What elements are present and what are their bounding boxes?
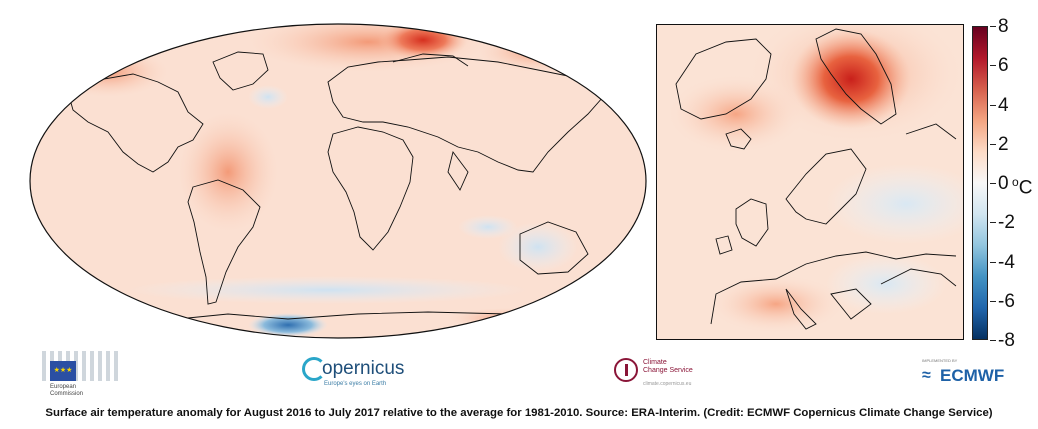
colorbar-tick-mark xyxy=(990,300,996,302)
europe-anomaly-map xyxy=(656,24,964,340)
c3s-logo: Climate Change Service climate.copernicu… xyxy=(614,356,724,392)
colorbar-tick-label: -4 xyxy=(998,251,1015,273)
thermometer-icon xyxy=(614,358,638,382)
ecmwf-logo: IMPLEMENTED BY ≈ ECMWF xyxy=(922,358,1005,385)
colorbar-tick-mark xyxy=(990,143,996,145)
colorbar-tick-label: -6 xyxy=(998,290,1015,312)
colorbar-unit: oC xyxy=(1012,175,1033,199)
colorbar-tick-mark xyxy=(990,65,996,67)
colorbar-tick-mark xyxy=(990,26,996,27)
figure-caption: Surface air temperature anomaly for Augu… xyxy=(45,407,993,419)
colorbar-tick-label: 4 xyxy=(998,94,1009,116)
colorbar-tick-label: 0 xyxy=(998,173,1009,194)
colorbar-tick-label: 2 xyxy=(998,133,1009,155)
colorbar-tick-mark xyxy=(990,340,996,341)
colorbar-tick-mark xyxy=(990,261,996,263)
world-anomaly-map xyxy=(29,23,647,339)
colorbar-tick-mark xyxy=(990,104,996,106)
colorbar-tick-label: 8 xyxy=(998,16,1009,37)
ecmwf-waves-icon: ≈ xyxy=(922,367,931,384)
eu-commission-logo: ★★★ European Commission xyxy=(42,351,118,401)
colorbar-tick-label: -8 xyxy=(998,330,1015,351)
copernicus-logo: opernicus Europe's eyes on Earth xyxy=(302,355,412,391)
copernicus-c-icon xyxy=(302,357,326,381)
colorbar-tick-mark xyxy=(990,183,996,184)
colorbar-tick-label: -2 xyxy=(998,212,1015,234)
eu-flag-icon: ★★★ xyxy=(50,361,76,381)
colorbar xyxy=(972,26,988,340)
colorbar-tick-mark xyxy=(990,222,996,224)
colorbar-tick-label: 6 xyxy=(998,55,1009,77)
